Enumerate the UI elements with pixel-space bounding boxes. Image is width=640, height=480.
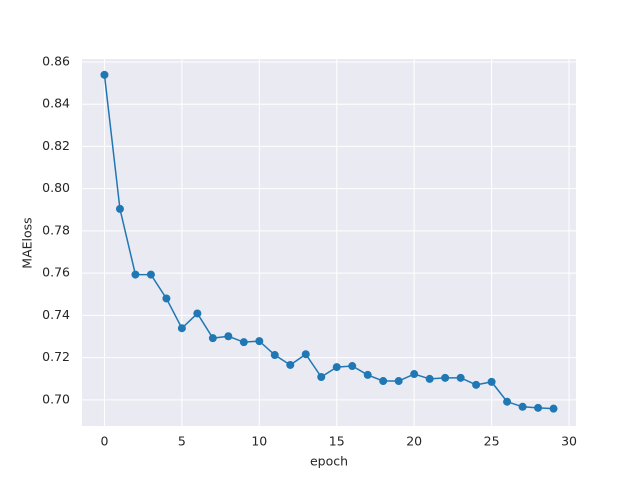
x-tick-label: 15 (329, 434, 345, 449)
point (348, 362, 357, 371)
point (456, 373, 465, 382)
x-tick-label: 5 (178, 434, 186, 449)
y-tick-label: 0.78 (42, 222, 70, 237)
point (363, 370, 372, 379)
point (441, 373, 450, 382)
point (332, 363, 341, 372)
x-tick-label: 25 (484, 434, 500, 449)
point (270, 351, 279, 360)
point (224, 332, 233, 341)
y-tick-label: 0.72 (42, 349, 70, 364)
point (518, 402, 527, 411)
point (131, 270, 140, 279)
x-tick-label: 0 (100, 434, 108, 449)
x-tick-label: 10 (251, 434, 267, 449)
point (472, 380, 481, 389)
x-tick-label: 30 (561, 434, 577, 449)
point (115, 204, 124, 213)
y-tick-label: 0.86 (42, 53, 70, 68)
point (193, 309, 202, 318)
y-tick-label: 0.70 (42, 391, 70, 406)
x-tick-label: 20 (406, 434, 422, 449)
point (487, 377, 496, 386)
point (379, 377, 388, 386)
point (549, 404, 558, 413)
point (394, 377, 403, 386)
y-tick-label: 0.84 (42, 96, 70, 111)
y-tick-label: 0.74 (42, 307, 70, 322)
y-tick-label: 0.76 (42, 265, 70, 280)
point (162, 294, 171, 303)
plot-area (82, 59, 576, 426)
point (146, 270, 155, 279)
point (317, 373, 326, 382)
point (301, 350, 310, 359)
x-axis-label: epoch (310, 454, 348, 469)
y-axis-label: MAEloss (20, 217, 35, 268)
point (503, 397, 512, 406)
y-tick-label: 0.80 (42, 180, 70, 195)
point (208, 334, 217, 343)
point (410, 370, 419, 379)
point (177, 324, 186, 333)
point (534, 403, 543, 412)
point (239, 338, 248, 347)
point (286, 360, 295, 369)
point (425, 374, 434, 383)
point (100, 70, 109, 79)
point (255, 337, 264, 346)
y-tick-label: 0.82 (42, 138, 70, 153)
